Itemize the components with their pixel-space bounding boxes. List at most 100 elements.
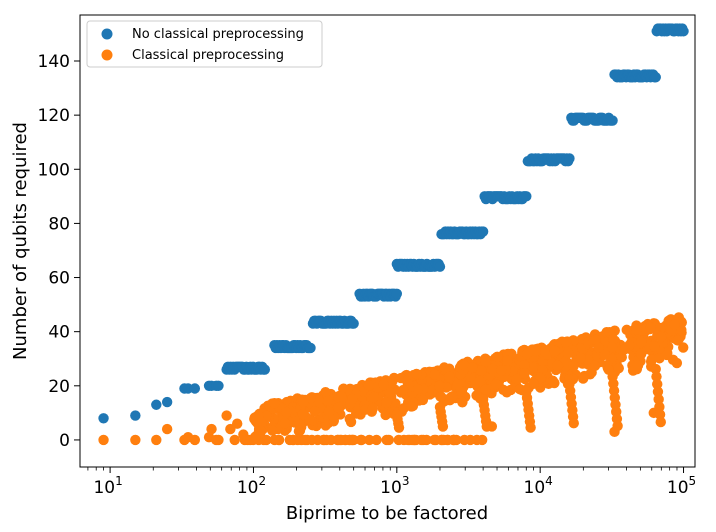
point-classical (575, 352, 587, 364)
point-no-classical (305, 342, 316, 354)
point-classical (364, 434, 375, 446)
point-classical (322, 395, 334, 406)
point-classical (231, 418, 243, 429)
point-classical (297, 397, 309, 408)
point-classical (552, 360, 563, 372)
point-classical (669, 319, 680, 330)
y-tick-label: 140 (38, 52, 70, 72)
point-classical (519, 360, 530, 371)
point-classical (636, 336, 647, 348)
point-classical (363, 380, 375, 391)
series-classical-preprocessing (98, 312, 689, 446)
point-classical (393, 422, 405, 433)
point-classical (480, 384, 491, 395)
legend-box (86, 20, 323, 68)
legend-marker-orange (101, 49, 113, 61)
x-tick-label: 105 (667, 474, 696, 498)
x-tick-label: 103 (380, 474, 409, 498)
point-classical (467, 362, 478, 373)
point-classical (661, 349, 673, 361)
point-no-classical (213, 380, 224, 392)
point-classical (562, 348, 574, 359)
point-classical (381, 397, 392, 409)
x-axis: 101 102 103 104 105 (87, 467, 696, 498)
point-classical (476, 365, 487, 376)
point-classical (649, 341, 660, 352)
x-tick-exponent: 3 (402, 474, 410, 488)
point-classical (612, 420, 623, 432)
x-tick-exponent: 1 (115, 474, 123, 488)
x-tick-base: 10 (524, 478, 546, 498)
point-no-classical (564, 153, 575, 164)
point-classical (412, 384, 424, 395)
point-classical (411, 368, 422, 380)
point-classical (367, 403, 379, 414)
point-classical (589, 360, 601, 372)
point-classical (442, 434, 454, 446)
point-classical (538, 345, 550, 357)
point-classical (213, 434, 224, 446)
point-no-classical (391, 288, 403, 299)
point-classical (323, 406, 335, 417)
point-classical (429, 434, 440, 446)
x-tick-base: 10 (380, 478, 402, 498)
point-classical (355, 434, 367, 446)
point-no-classical (151, 399, 162, 410)
point-classical (613, 362, 624, 374)
y-tick-label: 0 (59, 431, 70, 451)
point-classical (496, 365, 507, 376)
y-tick-label: 100 (38, 160, 70, 180)
point-no-classical (259, 364, 271, 375)
point-classical (547, 375, 559, 387)
point-classical (269, 434, 280, 446)
x-tick-base: 10 (237, 478, 259, 498)
point-classical (393, 434, 404, 446)
point-classical (530, 345, 541, 357)
x-tick-label: 104 (524, 474, 553, 498)
point-classical (417, 394, 429, 406)
point-classical (465, 434, 476, 446)
point-classical (279, 417, 291, 429)
point-classical (306, 434, 318, 446)
x-tick-exponent: 5 (689, 474, 697, 488)
point-classical (652, 386, 664, 397)
point-no-classical (130, 410, 141, 421)
point-classical (429, 369, 441, 380)
x-axis-label: Biprime to be factored (286, 503, 488, 524)
point-classical (221, 410, 232, 421)
point-classical (480, 356, 492, 367)
point-classical (320, 386, 331, 398)
point-classical (502, 355, 513, 366)
x-tick-exponent: 4 (545, 474, 553, 488)
point-classical (335, 391, 347, 402)
point-classical (645, 322, 656, 334)
y-tick-label: 120 (38, 106, 70, 126)
point-classical (130, 434, 141, 446)
point-classical (435, 391, 447, 403)
y-tick-label: 40 (48, 323, 70, 343)
point-classical (332, 402, 344, 413)
point-classical (284, 434, 296, 446)
point-classical (621, 324, 632, 336)
point-classical (650, 363, 661, 375)
point-classical (525, 422, 536, 433)
y-tick-label: 20 (48, 377, 70, 397)
y-axis: 0 20 40 60 80 100 120 140 (38, 52, 80, 451)
point-classical (654, 409, 666, 420)
point-classical (206, 423, 217, 435)
point-classical (309, 406, 321, 417)
point-classical (384, 387, 395, 398)
point-classical (655, 416, 666, 428)
point-classical (607, 342, 618, 353)
point-classical (501, 387, 512, 398)
plot-frame (79, 14, 696, 468)
point-classical (619, 344, 631, 355)
point-classical (654, 401, 665, 413)
point-classical (406, 401, 417, 412)
point-classical (653, 394, 664, 405)
point-no-classical (678, 26, 689, 37)
point-classical (318, 434, 330, 446)
legend-label-no-preprocessing: No classical preprocessing (132, 27, 304, 42)
point-classical (98, 434, 109, 446)
point-classical (651, 371, 662, 382)
